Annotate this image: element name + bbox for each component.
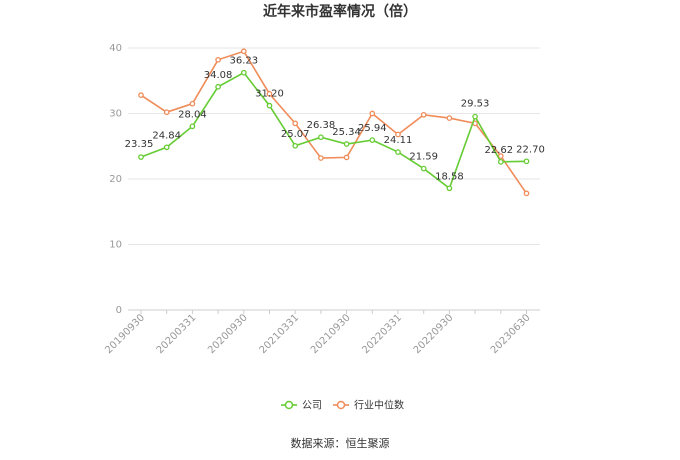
data-label: 25.94: [358, 123, 387, 134]
data-point-company[interactable]: [138, 154, 144, 160]
chart-title: 近年来市盈率情况（倍）: [263, 3, 417, 20]
data-point-industry-median[interactable]: [343, 154, 350, 161]
legend-item-company[interactable]: 公司: [281, 401, 322, 412]
data-label: 28.04: [178, 109, 207, 120]
data-label: 21.59: [409, 152, 438, 163]
data-point-company[interactable]: [292, 142, 299, 149]
data-point-industry-median[interactable]: [497, 153, 504, 159]
data-label: 22.62: [484, 145, 513, 156]
data-point-company[interactable]: [318, 134, 324, 141]
legend-marker-icon: [284, 400, 294, 410]
axis-layer: 0 10 20 30 40 20190930 20200331 20200930 2021033…: [103, 43, 540, 356]
data-label: 34.08: [204, 70, 233, 81]
data-point-industry-median[interactable]: [369, 110, 376, 117]
data-point-company[interactable]: [163, 144, 170, 151]
data-point-company[interactable]: [189, 123, 196, 130]
data-label: 23.35: [125, 139, 154, 150]
data-point-company[interactable]: [395, 149, 401, 155]
series-line-company: [140, 71, 527, 190]
data-label: 25.34: [332, 127, 361, 138]
data-point-industry-median[interactable]: [189, 100, 196, 107]
data-label: 26.38: [307, 120, 336, 131]
data-point-industry-median[interactable]: [240, 48, 247, 55]
data-label: 29.53: [461, 99, 490, 110]
data-point-industry-median[interactable]: [138, 92, 144, 99]
data-point-industry-median[interactable]: [215, 56, 221, 63]
x-tick-label: 20230630: [489, 312, 533, 356]
data-point-company[interactable]: [343, 141, 350, 147]
data-point-industry-median[interactable]: [523, 190, 530, 197]
data-label: 25.07: [281, 129, 310, 140]
data-point-industry-median[interactable]: [163, 109, 170, 116]
x-tick-label: 20210331: [258, 312, 302, 356]
data-point-company[interactable]: [266, 102, 273, 109]
data-point-company[interactable]: [420, 165, 427, 172]
data-label: 18.58: [435, 171, 464, 182]
grid-layer: [128, 47, 540, 245]
data-point-industry-median[interactable]: [395, 131, 401, 138]
data-source: 数据来源：恒生聚源: [291, 436, 390, 450]
y-tick-label: 10: [109, 240, 122, 251]
data-point-company[interactable]: [497, 158, 504, 165]
data-point-industry-median[interactable]: [266, 91, 273, 97]
data-point-company[interactable]: [240, 69, 247, 76]
data-point-company[interactable]: [215, 83, 221, 90]
data-point-industry-median[interactable]: [292, 120, 299, 127]
data-label: 24.84: [152, 130, 181, 141]
data-label: 36.23: [229, 56, 258, 67]
data-point-industry-median[interactable]: [446, 115, 453, 121]
x-tick-label: 20220331: [360, 312, 404, 356]
data-label: 22.70: [516, 144, 545, 155]
data-point-company[interactable]: [369, 137, 376, 143]
legend-marker-icon: [336, 400, 346, 410]
legend[interactable]: 公司 行业中位数: [281, 399, 404, 412]
series-line-industry-median: [140, 50, 528, 194]
x-tick-label: 20190930: [103, 312, 147, 356]
legend-item-industry-median[interactable]: 行业中位数: [333, 399, 404, 412]
data-label: 24.11: [384, 135, 413, 146]
data-point-company[interactable]: [472, 113, 478, 120]
series-layer: [138, 48, 530, 197]
legend-label: 公司: [302, 401, 322, 412]
x-tick-label: 20200331: [155, 312, 199, 356]
data-point-company[interactable]: [523, 158, 530, 165]
y-tick-label: 40: [109, 43, 122, 54]
y-tick-label: 0: [116, 305, 122, 316]
y-tick-label: 30: [109, 109, 122, 120]
x-tick-label: 20200930: [206, 312, 250, 356]
legend-label: 行业中位数: [354, 399, 404, 412]
data-point-company[interactable]: [446, 185, 453, 192]
data-label: 31.20: [255, 89, 284, 100]
x-tick-label: 20210930: [309, 312, 353, 356]
data-point-industry-median[interactable]: [420, 111, 427, 118]
y-tick-label: 20: [109, 174, 122, 185]
data-point-industry-median[interactable]: [318, 155, 324, 161]
x-tick-label: 20220930: [412, 312, 456, 356]
